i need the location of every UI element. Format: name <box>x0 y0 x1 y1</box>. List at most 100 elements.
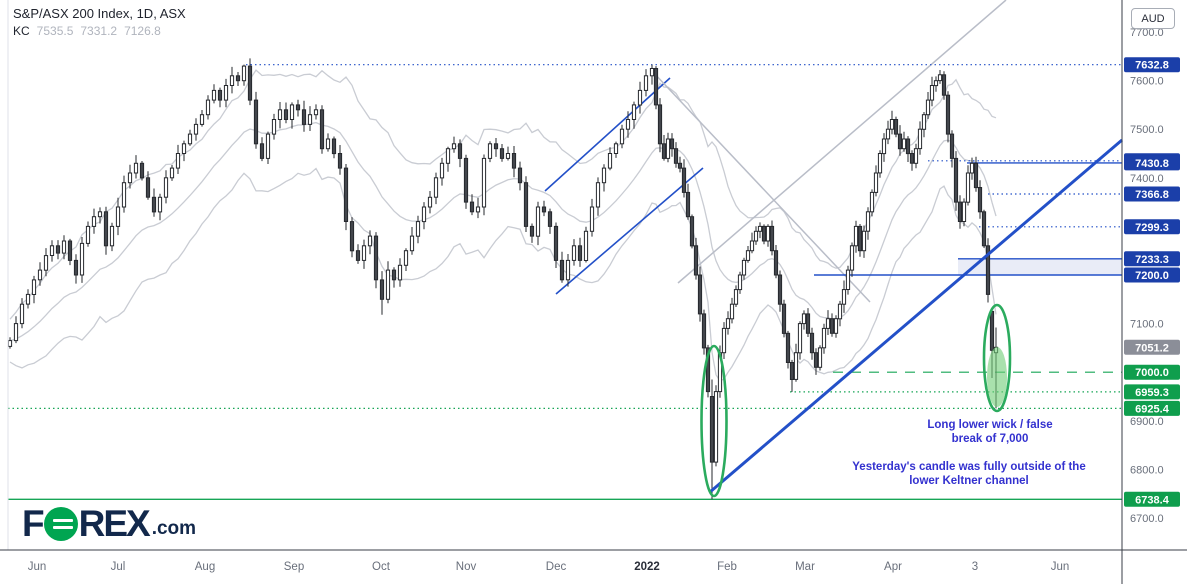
candle-body <box>583 230 589 262</box>
annotation-line: Long lower wick / false <box>927 419 1053 431</box>
time-tick-label-Feb: Feb <box>717 561 737 573</box>
logo-letters-rex: REX <box>78 503 151 544</box>
time-tick-label-3: 3 <box>972 561 978 573</box>
symbol-title[interactable]: S&P/ASX 200 Index, 1D, ASX <box>13 6 186 21</box>
candle-body <box>535 206 541 237</box>
candle-body <box>559 259 565 281</box>
candle-body <box>529 225 535 237</box>
annotation-keltner: Yesterday's candle was fully outside of … <box>852 460 1085 488</box>
candle-body <box>355 250 361 261</box>
price-axis[interactable]: 7700.0 7600.0 7500.0 7400.0 7100.0 6900.0 6800… <box>1124 27 1180 525</box>
candle-body <box>415 221 421 237</box>
price-badge-label: 6925.4 <box>1135 403 1170 415</box>
candle-body <box>901 138 907 150</box>
candle-body <box>821 327 827 349</box>
candle-body <box>921 114 927 130</box>
candle-body <box>277 109 283 121</box>
candle-body <box>797 323 803 354</box>
trendline-gray-ascending[interactable] <box>677 0 1007 284</box>
candle-body <box>733 289 739 305</box>
candle-body <box>619 128 625 145</box>
trendline-gray-descending[interactable] <box>651 70 871 303</box>
candle-body <box>741 259 747 276</box>
trendline-jan-channel-lower[interactable] <box>555 167 704 295</box>
trendline-jan-channel-upper[interactable] <box>544 77 671 192</box>
candle-body <box>653 68 659 106</box>
time-tick-label-Mar: Mar <box>795 561 815 573</box>
price-tick-label: 7600.0 <box>1130 76 1164 88</box>
candle-body <box>499 148 505 159</box>
candle-body <box>115 206 121 227</box>
candle-body <box>705 347 711 393</box>
candle-body <box>121 182 127 208</box>
candle-body <box>253 99 259 145</box>
candle-body <box>271 119 277 135</box>
currency-button[interactable]: AUD <box>1131 8 1175 29</box>
price-badge-label: 7233.3 <box>1135 254 1169 266</box>
candle-body <box>7 340 13 347</box>
price-badge <box>1124 251 1180 267</box>
candle-body <box>523 182 529 227</box>
candle-body <box>145 177 151 198</box>
price-tick-label: 6900.0 <box>1130 416 1164 428</box>
trendline-major-ascending[interactable] <box>709 138 1123 494</box>
candle-body <box>487 143 493 159</box>
candle-body <box>721 327 727 354</box>
price-tick-label: 7400.0 <box>1130 173 1164 185</box>
candle-body <box>109 225 115 247</box>
candle-body <box>745 250 751 261</box>
time-tick-label-Dec: Dec <box>546 561 567 573</box>
annotation-line: lower Keltner channel <box>909 475 1029 487</box>
candle-body <box>49 245 55 257</box>
candle-body <box>643 75 649 91</box>
candle-body <box>661 143 667 159</box>
time-tick-label-Nov: Nov <box>456 561 477 573</box>
price-badge-label: 6959.3 <box>1135 387 1169 399</box>
price-badge-label: 7430.8 <box>1135 158 1169 170</box>
candle-body <box>709 396 715 463</box>
annotation-line: break of 7,000 <box>951 433 1029 445</box>
candle-body <box>681 167 687 193</box>
candle-body <box>361 245 367 261</box>
wick-ellipse-fill[interactable] <box>987 347 1007 407</box>
candle-body <box>761 225 767 242</box>
price-badge <box>1124 339 1180 355</box>
indicator-legend[interactable]: KC 7535.5 7331.2 7126.8 <box>13 24 186 38</box>
price-badge-label: 7299.3 <box>1135 222 1169 234</box>
candlestick-series <box>7 58 999 500</box>
candle-body <box>571 245 577 261</box>
candle-body <box>965 172 971 203</box>
candle-body <box>953 157 959 203</box>
candle-body <box>917 128 923 150</box>
time-axis[interactable]: Jun Jul Aug Sep Oct Nov Dec 2022 Feb Mar Apr 3 Jun <box>28 561 1070 573</box>
candle-body <box>729 303 735 320</box>
candle-body <box>127 172 133 184</box>
time-tick-label-Jul: Jul <box>111 561 126 573</box>
supply-zone-band[interactable] <box>958 258 1122 275</box>
candle-body <box>451 143 457 150</box>
candle-body <box>805 313 811 334</box>
candle-body <box>877 153 883 174</box>
jan-low-ellipse[interactable] <box>700 344 728 498</box>
price-badge-label: 7200.0 <box>1135 270 1169 282</box>
candle-body <box>19 303 25 325</box>
candle-body <box>565 259 571 281</box>
candle-body <box>37 269 43 281</box>
wick-ellipse[interactable] <box>982 303 1012 413</box>
price-badge <box>1124 364 1180 380</box>
candle-body <box>61 240 67 254</box>
candle-body <box>211 89 217 101</box>
candle-body <box>949 133 955 159</box>
indicator-name: KC <box>13 24 30 38</box>
candle-body <box>861 230 867 252</box>
candle-body <box>893 119 899 135</box>
candle-body <box>337 153 343 169</box>
candle-body <box>781 303 787 334</box>
candle-body <box>853 225 859 247</box>
candle-body <box>547 211 553 227</box>
candle-body <box>493 143 499 150</box>
candle-body <box>247 65 253 101</box>
logo-letter-f: F <box>22 503 45 544</box>
